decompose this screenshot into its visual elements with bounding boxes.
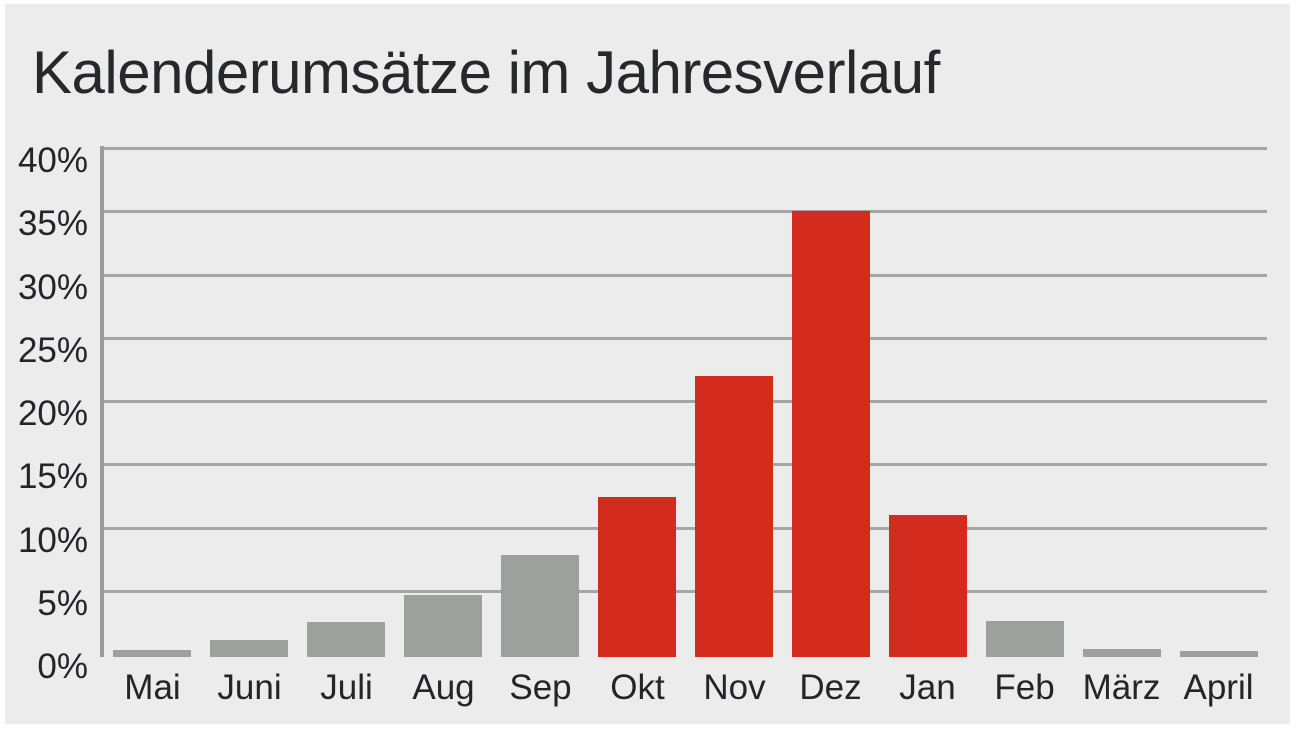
bar-Aug — [404, 595, 482, 657]
x-label-Jan: Jan — [899, 668, 956, 707]
x-label-Okt: Okt — [610, 668, 665, 707]
gridline-15 — [104, 463, 1267, 466]
bar-Feb — [986, 621, 1064, 657]
bar-Jan — [889, 515, 967, 657]
x-label-März: März — [1082, 668, 1161, 707]
bar-Juli — [307, 622, 385, 657]
y-tick-label-0%: 0% — [37, 647, 88, 686]
x-label-Nov: Nov — [703, 668, 766, 707]
chart-title: Kalenderumsätze im Jahresverlauf — [32, 39, 940, 106]
gridline-25 — [104, 337, 1267, 340]
gridline-30 — [104, 274, 1267, 277]
y-tick-label-40%: 40% — [17, 141, 88, 180]
x-label-Mai: Mai — [124, 668, 181, 707]
x-label-Aug: Aug — [412, 668, 475, 707]
gridline-20 — [104, 400, 1267, 403]
y-tick-label-35%: 35% — [17, 204, 88, 243]
x-label-Feb: Feb — [994, 668, 1055, 707]
bar-Okt — [598, 497, 676, 657]
y-tick-label-20%: 20% — [17, 394, 88, 433]
y-tick-label-30%: 30% — [17, 268, 88, 307]
y-tick-label-25%: 25% — [17, 331, 88, 370]
gridline-40 — [104, 147, 1267, 150]
bar-Dez — [792, 211, 870, 657]
gridline-35 — [104, 210, 1267, 213]
gridline-10 — [104, 527, 1267, 530]
bar-Sep — [501, 555, 579, 657]
bar-Juni — [210, 640, 288, 657]
bar-Mai — [113, 650, 191, 657]
x-label-April: April — [1183, 668, 1254, 707]
gridline-5 — [104, 590, 1267, 593]
y-axis-line — [100, 146, 104, 657]
bar-April — [1180, 651, 1258, 657]
x-label-Juni: Juni — [217, 668, 282, 707]
bar-Nov — [695, 376, 773, 657]
y-tick-label-10%: 10% — [17, 521, 88, 560]
y-tick-label-15%: 15% — [17, 457, 88, 496]
x-label-Dez: Dez — [799, 668, 862, 707]
bar-März — [1083, 649, 1161, 657]
x-label-Juli: Juli — [320, 668, 373, 707]
y-tick-label-5%: 5% — [37, 584, 88, 623]
x-label-Sep: Sep — [509, 668, 572, 707]
